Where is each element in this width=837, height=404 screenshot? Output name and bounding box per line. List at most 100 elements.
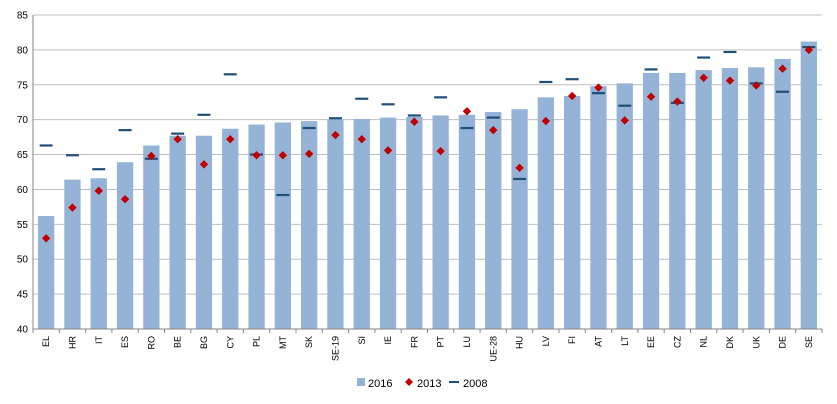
bar-series-2016 [37,41,818,330]
x-tick-label: CY [225,336,235,349]
bar-2016-NL [695,70,712,329]
marker-2013-UK [752,81,761,90]
marker-2013-EE [646,92,656,101]
x-tick-label: IT [94,335,104,344]
x-tick-label: DK [725,336,735,349]
x-tick-label: UE-28 [488,336,498,362]
x-tick-label: EE [646,336,656,348]
bar-2016-SI [353,118,370,329]
legend-swatch-2013 [405,378,413,386]
x-tick-label: IE [383,336,393,345]
bar-2016-PL [248,124,265,329]
marker-2013-IE [383,146,393,155]
bar-2016-EE [642,72,660,329]
bar-2016-RO [143,145,160,329]
bar-2016-DE [774,58,791,330]
marker-2013-PT [436,146,445,156]
y-tick-label: 75 [17,80,29,91]
bar-2016-HR [64,179,81,329]
marker-2013-BG [199,160,209,169]
x-tick-label: HU [515,336,525,349]
marker-2013-SI [357,135,366,144]
marker-2013-SE-19 [331,130,340,140]
y-tick-label: 50 [17,255,29,266]
x-tick-label: EL [41,336,51,347]
bar-2016-PT [432,115,449,329]
marker-2013-DK [725,76,735,85]
bar-2016-AT [590,86,607,329]
bar-2016-LT [616,83,633,329]
x-tick-label: LU [462,336,472,348]
y-axis: 40 45 50 55 60 65 70 75 80 85 [17,11,34,336]
bar-2016-HU [511,109,528,329]
x-tick-label: BG [199,336,209,349]
legend-label-2016: 2016 [368,378,392,390]
legend: 2016 2013 2008 [357,378,487,390]
bar-2016-BE [169,135,186,329]
x-axis: EL HR IT ES RO BE BG CY PL MT SK SE-19 SI IE FR PT LU UE-… [32,328,823,362]
x-tick-label: PT [436,336,446,348]
bar-2016-BG [195,135,213,329]
bar-2016-SK [300,121,318,329]
bar-2016-UK [748,67,765,329]
bar-2016-SE-19 [327,119,344,330]
x-tick-label: LT [620,336,630,346]
marker-2013-IT [94,186,103,196]
bar-2016-FR [406,116,423,330]
x-tick-label: SE-19 [330,336,340,361]
marker-2013-FR [410,117,419,126]
marker-2013-SK [304,149,314,159]
gridlines [33,14,822,330]
bar-2016-LV [537,97,555,330]
marker-2013-CY [226,135,235,144]
bar-2016-SE [800,41,818,329]
bar-2016-IE [379,117,397,329]
x-tick-label: CZ [672,336,682,348]
x-tick-label: SE [804,336,814,348]
marker-2013-LV [541,116,551,126]
x-tick-label: PL [252,336,262,347]
marker-2013-HR [68,203,77,212]
marker-2013-MT [278,151,288,160]
marker-2013-RO [147,151,156,161]
y-tick-label: 55 [17,220,29,231]
marker-2013-EL [41,234,51,243]
legend-label-2008: 2008 [463,378,487,390]
bar-2016-DK [721,68,739,329]
marker-2013-CZ [673,97,682,106]
y-tick-label: 70 [17,115,29,126]
marker-2013-AT [594,83,603,92]
bar-2016-EL [37,215,55,329]
bar-2016-ES [116,162,134,329]
x-tick-label: UK [751,336,761,349]
x-tick-label: BE [173,336,183,348]
bar-2016-CZ [669,72,686,329]
marker-2013-PL [252,151,261,160]
x-tick-label: HR [67,336,77,349]
bar-2016-UE-28 [485,111,502,329]
x-tick-label: LV [541,336,551,346]
legend-label-2013: 2013 [417,378,441,390]
marker-2013-FI [567,91,577,101]
legend-swatch-2016 [357,378,365,386]
marker-2013-BE [173,135,182,144]
x-tick-label: MT [278,336,288,349]
x-tick-label: DE [778,336,788,349]
x-tick-label: FR [409,336,419,348]
x-tick-label: ES [120,336,130,348]
dash-series-2008 [39,45,816,197]
marker-2013-LT [620,116,629,125]
x-tick-label: SK [304,336,314,348]
marker-2013-ES [120,195,130,204]
x-tick-label: NL [699,336,709,348]
marker-2013-HU [515,163,524,173]
y-tick-label: 45 [17,290,29,301]
bar-2016-IT [90,178,107,329]
marker-2013-SE [804,45,814,55]
x-tick-label: AT [593,336,603,347]
x-tick-label: SI [357,336,367,345]
bar-2016-LU [458,114,476,329]
bar-2016-FI [563,95,581,329]
marker-2013-NL [699,73,708,82]
